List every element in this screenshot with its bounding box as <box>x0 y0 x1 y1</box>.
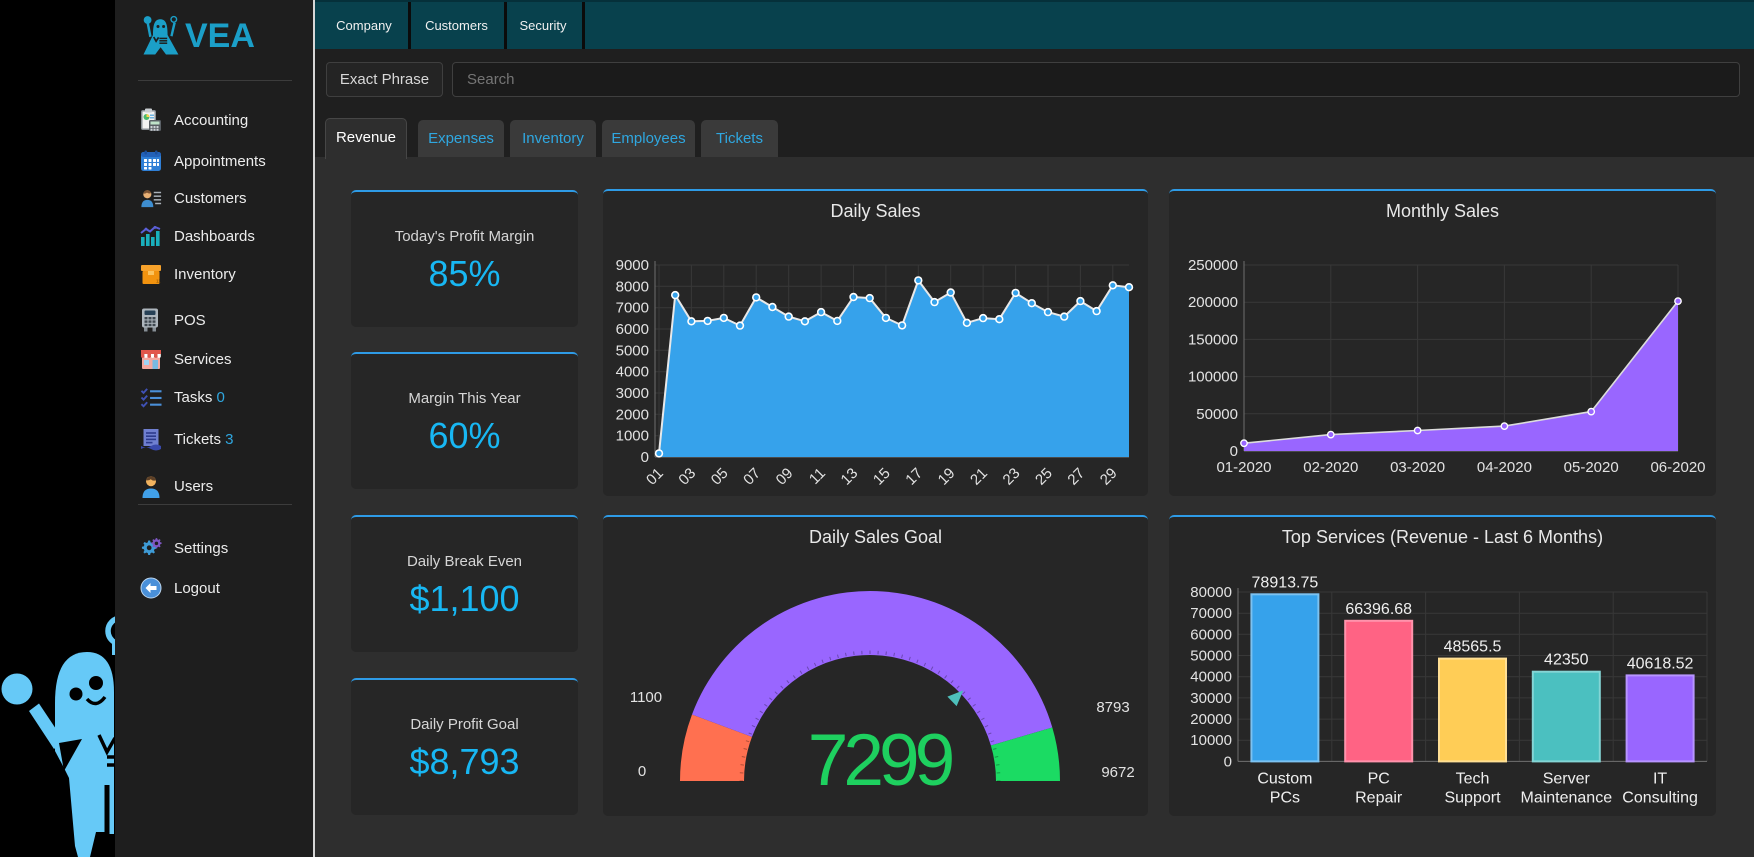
svg-text:Daily Sales: Daily Sales <box>830 201 920 221</box>
svg-text:19: 19 <box>935 465 959 489</box>
svg-text:78913.75: 78913.75 <box>1252 574 1319 591</box>
svg-text:0: 0 <box>638 763 646 780</box>
svg-text:20000: 20000 <box>1190 711 1232 728</box>
svg-text:Support: Support <box>1444 789 1501 806</box>
svg-text:01-2020: 01-2020 <box>1216 459 1271 476</box>
svg-text:07: 07 <box>740 465 764 489</box>
svg-text:11: 11 <box>156 278 161 283</box>
svg-text:PCs: PCs <box>1270 789 1300 806</box>
svg-text:13: 13 <box>838 465 862 489</box>
svg-text:29: 29 <box>1097 465 1121 489</box>
svg-text:50000: 50000 <box>1196 406 1238 423</box>
svg-text:4000: 4000 <box>616 364 649 381</box>
svg-text:Top Services (Revenue - Last 6: Top Services (Revenue - Last 6 Months) <box>1282 527 1603 547</box>
svg-text:21: 21 <box>967 465 991 489</box>
svg-text:PC: PC <box>1368 770 1390 787</box>
svg-text:06-2020: 06-2020 <box>1650 459 1705 476</box>
svg-text:Consulting: Consulting <box>1622 789 1698 806</box>
svg-text:15: 15 <box>870 465 894 489</box>
svg-text:200000: 200000 <box>1188 294 1238 311</box>
svg-text:25: 25 <box>1032 465 1056 489</box>
svg-text:IT: IT <box>1653 770 1667 787</box>
svg-text:09: 09 <box>773 465 797 489</box>
svg-text:100000: 100000 <box>1188 369 1238 386</box>
svg-text:02-2020: 02-2020 <box>1303 459 1358 476</box>
svg-text:0: 0 <box>1224 753 1232 770</box>
svg-text:10000: 10000 <box>1190 732 1232 749</box>
svg-text:0: 0 <box>641 449 649 466</box>
svg-text:3000: 3000 <box>616 385 649 402</box>
svg-text:Daily Sales Goal: Daily Sales Goal <box>809 527 942 547</box>
svg-text:8793: 8793 <box>1096 699 1129 716</box>
svg-text:8000: 8000 <box>616 278 649 295</box>
svg-text:150000: 150000 <box>1188 331 1238 348</box>
svg-text:03: 03 <box>675 465 699 489</box>
svg-text:Monthly Sales: Monthly Sales <box>1386 201 1499 221</box>
svg-text:23: 23 <box>1000 465 1024 489</box>
svg-text:Tech: Tech <box>1456 770 1490 787</box>
svg-text:Maintenance: Maintenance <box>1520 789 1612 806</box>
svg-text:60000: 60000 <box>1190 626 1232 643</box>
svg-text:1000: 1000 <box>616 428 649 445</box>
svg-text:250000: 250000 <box>1188 257 1238 274</box>
svg-text:05: 05 <box>708 465 732 489</box>
svg-text:70000: 70000 <box>1190 605 1232 622</box>
svg-text:01: 01 <box>643 465 667 489</box>
svg-text:42350: 42350 <box>1544 652 1589 669</box>
svg-text:48565.5: 48565.5 <box>1444 639 1502 656</box>
svg-text:5000: 5000 <box>616 342 649 359</box>
svg-text:40618.52: 40618.52 <box>1627 655 1694 672</box>
svg-text:27: 27 <box>1064 465 1088 489</box>
svg-text:0: 0 <box>1230 443 1238 460</box>
svg-text:66396.68: 66396.68 <box>1345 601 1412 618</box>
svg-text:9000: 9000 <box>616 257 649 274</box>
svg-text:9672: 9672 <box>1101 764 1134 781</box>
svg-text:04-2020: 04-2020 <box>1477 459 1532 476</box>
svg-text:30000: 30000 <box>1190 690 1232 707</box>
svg-text:05-2020: 05-2020 <box>1564 459 1619 476</box>
svg-text:7000: 7000 <box>616 300 649 317</box>
svg-text:7299: 7299 <box>808 720 953 801</box>
svg-text:11: 11 <box>806 465 829 488</box>
svg-text:40000: 40000 <box>1190 669 1232 686</box>
svg-text:Repair: Repair <box>1355 789 1403 806</box>
svg-text:17: 17 <box>902 465 926 489</box>
svg-text:03-2020: 03-2020 <box>1390 459 1445 476</box>
svg-text:2000: 2000 <box>616 406 649 423</box>
svg-text:Custom: Custom <box>1257 770 1312 787</box>
svg-text:50000: 50000 <box>1190 648 1232 665</box>
svg-text:6000: 6000 <box>616 321 649 338</box>
svg-text:Server: Server <box>1543 770 1591 787</box>
svg-text:80000: 80000 <box>1190 584 1232 601</box>
svg-text:1100: 1100 <box>630 689 662 706</box>
